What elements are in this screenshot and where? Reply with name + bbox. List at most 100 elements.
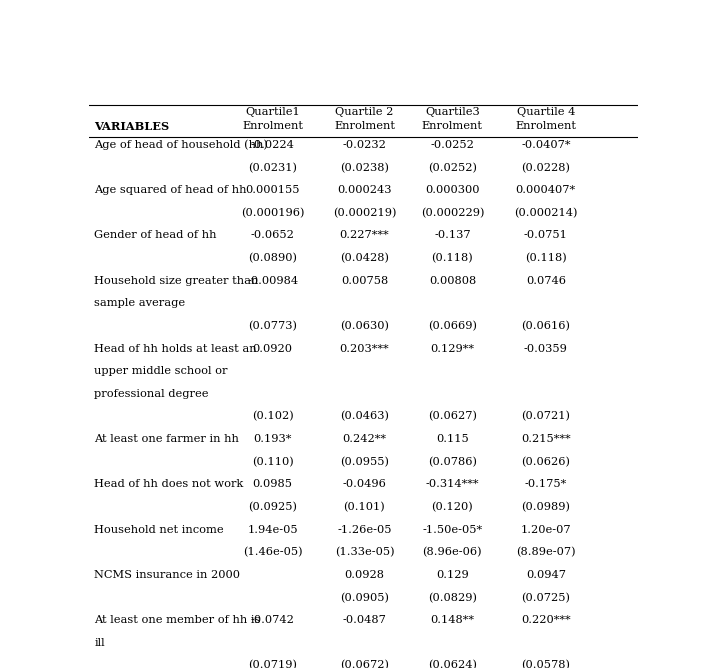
Text: (0.102): (0.102) [252,411,294,422]
Text: 0.0746: 0.0746 [526,276,566,286]
Text: 0.148**: 0.148** [430,615,474,625]
Text: (0.0463): (0.0463) [340,411,389,422]
Text: 0.000407*: 0.000407* [515,185,576,195]
Text: -0.0742: -0.0742 [251,615,295,625]
Text: -0.0359: -0.0359 [524,343,568,353]
Text: professional degree: professional degree [94,389,208,399]
Text: -1.50e-05*: -1.50e-05* [423,524,482,534]
Text: (8.96e-06): (8.96e-06) [423,547,482,558]
Text: (0.000219): (0.000219) [333,208,396,218]
Text: 0.0985: 0.0985 [252,480,293,489]
Text: 1.94e-05: 1.94e-05 [247,524,298,534]
Text: NCMS insurance in 2000: NCMS insurance in 2000 [94,570,240,580]
Text: 0.220***: 0.220*** [521,615,571,625]
Text: -0.175*: -0.175* [525,480,567,489]
Text: (8.89e-07): (8.89e-07) [516,547,576,558]
Text: Gender of head of hh: Gender of head of hh [94,230,217,240]
Text: Enrolment: Enrolment [422,122,483,132]
Text: Quartile1: Quartile1 [245,107,300,117]
Text: -0.0252: -0.0252 [430,140,474,150]
Text: 0.000300: 0.000300 [425,185,479,195]
Text: (0.0719): (0.0719) [248,661,297,668]
Text: 0.000243: 0.000243 [337,185,391,195]
Text: (0.0626): (0.0626) [521,457,570,467]
Text: (0.0231): (0.0231) [248,162,297,173]
Text: -0.0751: -0.0751 [524,230,568,240]
Text: Enrolment: Enrolment [242,122,303,132]
Text: (0.0627): (0.0627) [428,411,477,422]
Text: Household net income: Household net income [94,524,224,534]
Text: 0.0947: 0.0947 [526,570,566,580]
Text: (0.0616): (0.0616) [521,321,570,331]
Text: (0.118): (0.118) [432,253,473,263]
Text: 0.0928: 0.0928 [345,570,384,580]
Text: 1.20e-07: 1.20e-07 [520,524,571,534]
Text: 0.000155: 0.000155 [245,185,300,195]
Text: (0.0955): (0.0955) [340,457,389,467]
Text: (0.118): (0.118) [525,253,566,263]
Text: Enrolment: Enrolment [334,122,395,132]
Text: -0.137: -0.137 [434,230,471,240]
Text: 0.129**: 0.129** [430,343,474,353]
Text: 0.00758: 0.00758 [341,276,388,286]
Text: 0.193*: 0.193* [254,434,292,444]
Text: (0.0672): (0.0672) [340,661,389,668]
Text: sample average: sample average [94,298,185,308]
Text: Age squared of head of hh: Age squared of head of hh [94,185,247,195]
Text: At least one farmer in hh: At least one farmer in hh [94,434,239,444]
Text: (1.33e-05): (1.33e-05) [335,547,394,558]
Text: (0.0228): (0.0228) [521,162,570,173]
Text: (0.0773): (0.0773) [248,321,297,331]
Text: Head of hh holds at least an: Head of hh holds at least an [94,343,257,353]
Text: (0.0624): (0.0624) [428,661,477,668]
Text: (0.0721): (0.0721) [521,411,570,422]
Text: -0.00984: -0.00984 [247,276,298,286]
Text: (0.0238): (0.0238) [340,162,389,173]
Text: (0.000196): (0.000196) [241,208,304,218]
Text: 0.242**: 0.242** [342,434,386,444]
Text: Household size greater than: Household size greater than [94,276,259,286]
Text: (1.46e-05): (1.46e-05) [243,547,303,558]
Text: (0.110): (0.110) [252,457,294,467]
Text: (0.0725): (0.0725) [521,593,570,603]
Text: Enrolment: Enrolment [515,122,576,132]
Text: ill: ill [94,638,105,648]
Text: (0.0252): (0.0252) [428,162,477,173]
Text: (0.0669): (0.0669) [428,321,477,331]
Text: -0.0407*: -0.0407* [521,140,571,150]
Text: Quartile3: Quartile3 [425,107,480,117]
Text: -0.0232: -0.0232 [342,140,386,150]
Text: Age of head of household (hh): Age of head of household (hh) [94,140,268,150]
Text: 0.129: 0.129 [436,570,469,580]
Text: (0.0905): (0.0905) [340,593,389,603]
Text: (0.000214): (0.000214) [514,208,578,218]
Text: (0.000229): (0.000229) [420,208,484,218]
Text: VARIABLES: VARIABLES [94,122,169,132]
Text: -0.0487: -0.0487 [342,615,386,625]
Text: -0.0652: -0.0652 [251,230,295,240]
Text: 0.115: 0.115 [436,434,469,444]
Text: (0.101): (0.101) [344,502,385,512]
Text: -0.314***: -0.314*** [425,480,479,489]
Text: -0.0224: -0.0224 [251,140,295,150]
Text: (0.0890): (0.0890) [248,253,297,263]
Text: 0.00808: 0.00808 [429,276,476,286]
Text: (0.0829): (0.0829) [428,593,477,603]
Text: 0.215***: 0.215*** [521,434,571,444]
Text: upper middle school or: upper middle school or [94,366,228,376]
Text: (0.120): (0.120) [432,502,473,512]
Text: -1.26e-05: -1.26e-05 [337,524,391,534]
Text: 0.227***: 0.227*** [340,230,389,240]
Text: Quartile 4: Quartile 4 [517,107,575,117]
Text: 0.203***: 0.203*** [340,343,389,353]
Text: At least one member of hh is: At least one member of hh is [94,615,260,625]
Text: (0.0989): (0.0989) [521,502,570,512]
Text: -0.0496: -0.0496 [342,480,386,489]
Text: (0.0786): (0.0786) [428,457,477,467]
Text: Quartile 2: Quartile 2 [335,107,393,117]
Text: Head of hh does not work: Head of hh does not work [94,480,243,489]
Text: (0.0925): (0.0925) [248,502,297,512]
Text: (0.0630): (0.0630) [340,321,389,331]
Text: (0.0578): (0.0578) [521,661,570,668]
Text: (0.0428): (0.0428) [340,253,389,263]
